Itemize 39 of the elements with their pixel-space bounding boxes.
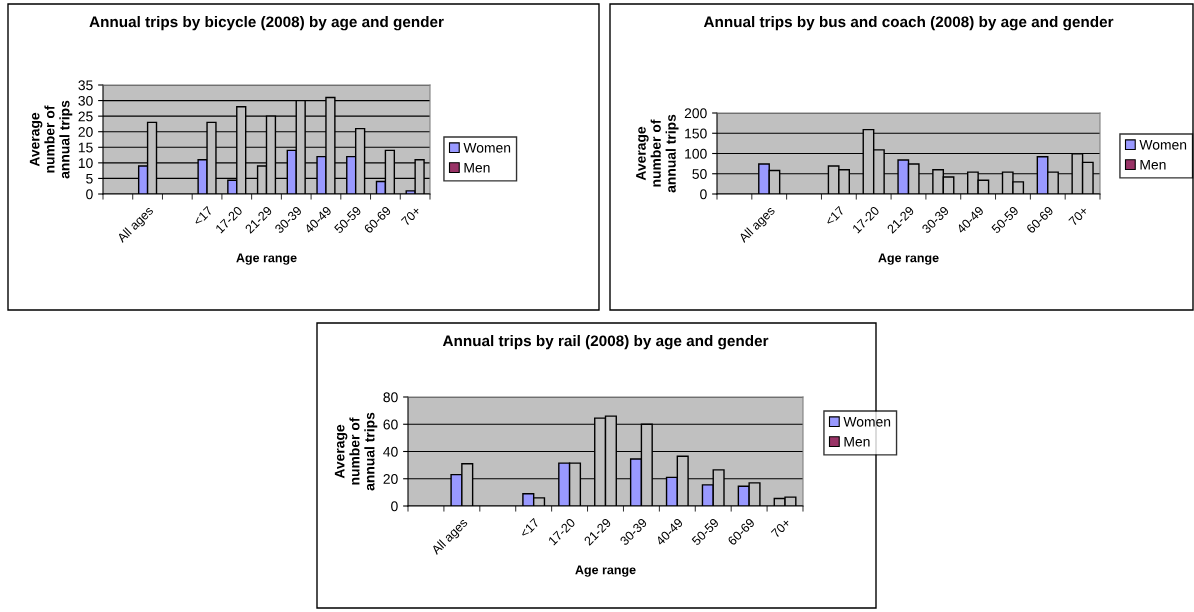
x-tick-label: 70+	[400, 205, 422, 227]
x-tick-label: <17	[192, 205, 214, 227]
x-tick-label: <17	[824, 205, 845, 227]
y-tick-label: 40	[383, 446, 398, 457]
y-tick-label: 30	[78, 95, 93, 106]
y-tick-label: 60	[383, 419, 398, 430]
y-axis-title: Average number of annual trips	[29, 100, 73, 179]
legend-label: Men	[464, 162, 490, 173]
y-tick-label: 0	[86, 189, 93, 200]
chart-title: Annual trips by rail (2008) by age and gender	[442, 335, 769, 350]
y-tick-label: 50	[692, 169, 707, 179]
x-tick-label: 70+	[1068, 205, 1089, 227]
x-axis-title: Age range	[575, 565, 636, 577]
y-tick-label: 25	[78, 111, 93, 122]
chart-title: Annual trips by bus and coach (2008) by age and gender	[703, 16, 1114, 31]
x-tick-label: <17	[519, 517, 540, 539]
y-tick-label: 0	[700, 189, 707, 200]
y-axis-title: Average number of annual trips	[334, 412, 378, 491]
legend-label: Women	[843, 417, 891, 427]
y-tick-label: 100	[685, 148, 707, 159]
y-tick-label: 35	[78, 80, 93, 91]
y-tick-label: 200	[684, 108, 707, 119]
y-tick-label: 150	[685, 128, 707, 139]
y-tick-label: 15	[78, 142, 93, 153]
x-axis-title: Age range	[878, 253, 939, 265]
x-tick-label: 70+	[770, 517, 792, 539]
y-tick-label: 0	[391, 501, 398, 512]
legend-label: Men	[844, 436, 870, 447]
legend-label: Men	[1140, 159, 1166, 170]
y-tick-label: 20	[78, 127, 93, 137]
y-tick-label: 5	[86, 173, 93, 184]
y-tick-label: 10	[78, 158, 93, 169]
y-axis-title: Average number of annual trips	[636, 114, 679, 193]
legend-label: Women	[1139, 140, 1187, 150]
chart-title: Annual trips by bicycle (2008) by age and gender	[89, 16, 444, 31]
y-tick-label: 80	[383, 392, 398, 403]
x-axis-title: Age range	[236, 253, 297, 265]
y-tick-label: 20	[383, 474, 398, 484]
legend-label: Women	[463, 143, 511, 153]
